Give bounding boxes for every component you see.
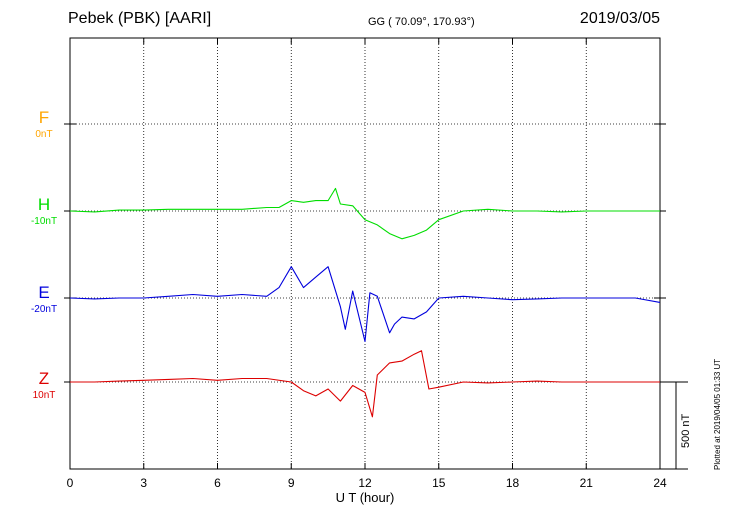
scale-bar <box>660 381 688 470</box>
component-z-name: Z <box>38 369 50 388</box>
series-line-h <box>69 187 660 240</box>
station-title: Pebek (PBK) [AARI] <box>68 10 212 27</box>
component-z-label: Z 10nT <box>26 369 62 401</box>
geo-coordinates: GG ( 70.09°, 170.93°) <box>368 16 475 28</box>
x-tick-label: 12 <box>358 476 372 490</box>
series-group <box>69 187 661 418</box>
x-tick-label: 0 <box>67 476 74 490</box>
series-line-z <box>70 350 660 418</box>
x-tick-label: 3 <box>140 476 147 490</box>
x-ticks: 0 3 6 9 12 15 18 21 24 <box>67 38 667 490</box>
grid-lines <box>70 38 660 469</box>
plotted-at-note: Plotted at 2019/04/05 01:33 UT <box>713 358 722 470</box>
x-tick-label: 6 <box>214 476 221 490</box>
component-f-name: F <box>38 108 50 127</box>
x-tick-label: 18 <box>506 476 520 490</box>
component-h-label: H -10nT <box>26 195 62 227</box>
plot-date: 2019/03/05 <box>579 10 660 27</box>
component-h-offset: -10nT <box>30 216 58 227</box>
baselines <box>64 123 666 383</box>
component-z-offset: 10nT <box>32 390 56 401</box>
series-line-e <box>69 266 661 343</box>
component-e-label: E -20nT <box>26 283 62 315</box>
component-f-label: F 0nT <box>26 108 62 140</box>
scale-bar-label: 500 nT <box>680 413 692 448</box>
x-axis-label: U T (hour) <box>336 490 395 505</box>
x-tick-label: 15 <box>432 476 446 490</box>
x-tick-label: 24 <box>653 476 667 490</box>
component-e-offset: -20nT <box>30 304 58 315</box>
component-e-name: E <box>38 283 50 302</box>
component-h-name: H <box>37 195 51 214</box>
x-tick-label: 9 <box>288 476 295 490</box>
component-f-offset: 0nT <box>35 129 53 140</box>
x-tick-label: 21 <box>580 476 594 490</box>
